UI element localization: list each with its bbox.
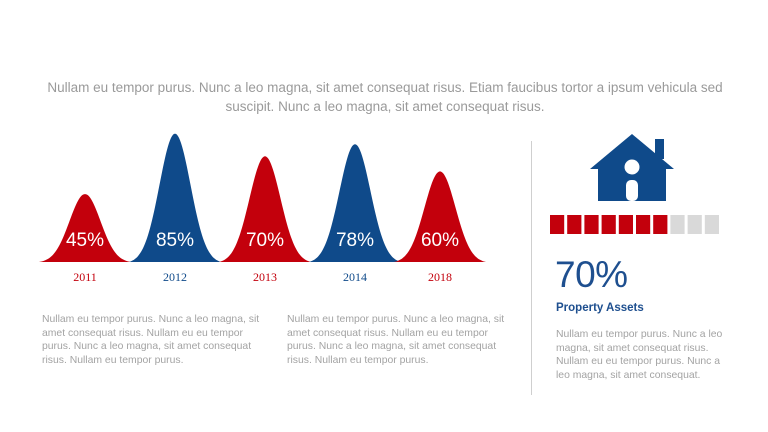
value-label-2014: 78%: [336, 230, 374, 251]
value-label-2018: 60%: [421, 230, 459, 251]
property-assets-percent: 70%: [555, 254, 628, 295]
value-label-2011: 45%: [66, 230, 104, 251]
bell-curve-2012: [129, 133, 221, 262]
meter-segment-empty: [704, 215, 719, 234]
bell-curve-2018: [394, 171, 486, 262]
meter-segment-filled: [601, 215, 616, 234]
intro-text: Nullam eu tempor purus. Nunc a leo magna…: [47, 80, 723, 114]
description-left: Nullam eu tempor purus. Nunc a leo magna…: [42, 314, 260, 366]
bell-curve-2011: [39, 194, 131, 262]
year-label-2018: 2018: [428, 270, 452, 284]
meter-segment-filled: [618, 215, 633, 234]
year-label-2013: 2013: [253, 270, 277, 284]
description-middle: Nullam eu tempor purus. Nunc a leo magna…: [287, 314, 505, 366]
meter-segment-empty: [687, 215, 702, 234]
meter-segment-filled: [550, 215, 565, 234]
value-label-2013: 70%: [246, 230, 284, 251]
asset-progress-meter: [550, 215, 719, 234]
meter-segment-filled: [653, 215, 668, 234]
year-label-2014: 2014: [343, 270, 367, 284]
meter-segment-filled: [584, 215, 599, 234]
year-label-2011: 2011: [73, 270, 97, 284]
property-assets-label: Property Assets: [556, 302, 644, 314]
meter-segment-filled: [636, 215, 651, 234]
bell-curve-2013: [219, 156, 311, 262]
meter-segment-filled: [567, 215, 582, 234]
meter-segment-empty: [670, 215, 685, 234]
bell-curve-2014: [309, 144, 401, 262]
vertical-divider: [531, 141, 532, 395]
description-right: Nullam eu tempor purus. Nunc a leo magna…: [556, 329, 723, 381]
house-icon: [590, 134, 674, 201]
value-label-2012: 85%: [156, 230, 194, 251]
year-label-2012: 2012: [163, 270, 187, 284]
bell-curve-chart: 45% 2011 85% 2012 70% 2013 78% 2014 60% 2018: [39, 133, 486, 284]
